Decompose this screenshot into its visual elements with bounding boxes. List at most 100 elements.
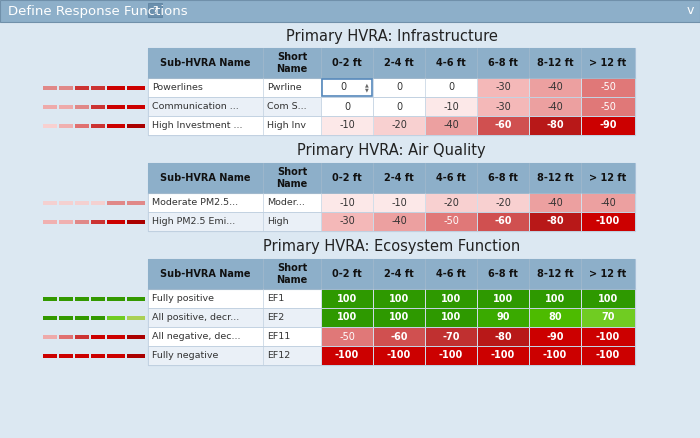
Bar: [529, 194, 580, 212]
Bar: [582, 308, 634, 326]
Text: High Inv: High Inv: [267, 121, 306, 130]
Text: 0: 0: [396, 82, 402, 92]
Text: 4-6 ft: 4-6 ft: [436, 173, 466, 183]
Bar: [426, 78, 477, 96]
Bar: [477, 117, 528, 134]
Text: 100: 100: [598, 293, 618, 304]
Text: -50: -50: [600, 102, 616, 112]
Text: -10: -10: [339, 198, 355, 208]
Bar: [43, 124, 57, 127]
Bar: [426, 117, 477, 134]
Text: Fully positive: Fully positive: [152, 294, 214, 303]
Text: 2-4 ft: 2-4 ft: [384, 58, 414, 68]
Bar: [529, 212, 580, 230]
Bar: [91, 297, 105, 300]
Text: > 12 ft: > 12 ft: [589, 173, 626, 183]
Bar: [75, 85, 89, 89]
Text: -90: -90: [599, 120, 617, 131]
Bar: [91, 105, 105, 109]
Bar: [43, 353, 57, 357]
Text: ▼: ▼: [365, 88, 369, 92]
Text: -30: -30: [339, 216, 355, 226]
Bar: [148, 48, 635, 135]
Text: ?: ?: [153, 6, 158, 16]
Text: 70: 70: [601, 312, 615, 322]
Bar: [321, 117, 372, 134]
Bar: [426, 212, 477, 230]
Bar: [59, 85, 73, 89]
Text: -60: -60: [391, 332, 407, 342]
Text: 8-12 ft: 8-12 ft: [537, 173, 573, 183]
Text: 4-6 ft: 4-6 ft: [436, 269, 466, 279]
Bar: [127, 105, 145, 109]
Bar: [91, 219, 105, 223]
Text: 0-2 ft: 0-2 ft: [332, 58, 362, 68]
Bar: [321, 328, 372, 346]
Bar: [91, 315, 105, 319]
Text: 6-8 ft: 6-8 ft: [488, 269, 518, 279]
Bar: [529, 328, 580, 346]
Text: -50: -50: [339, 332, 355, 342]
Bar: [75, 353, 89, 357]
Text: -100: -100: [543, 350, 567, 360]
Text: -100: -100: [596, 332, 620, 342]
Text: -20: -20: [495, 198, 511, 208]
Text: High PM2.5 Emi...: High PM2.5 Emi...: [152, 217, 235, 226]
Text: Primary HVRA: Infrastructure: Primary HVRA: Infrastructure: [286, 28, 498, 43]
Bar: [127, 85, 145, 89]
Text: Sub-HVRA Name: Sub-HVRA Name: [160, 58, 251, 68]
Bar: [374, 194, 424, 212]
Bar: [477, 346, 528, 364]
Bar: [0, 0, 700, 22]
Bar: [75, 219, 89, 223]
Bar: [426, 308, 477, 326]
Text: Fully negative: Fully negative: [152, 351, 218, 360]
Text: 0: 0: [396, 102, 402, 112]
Bar: [75, 335, 89, 339]
Text: 100: 100: [493, 293, 513, 304]
Bar: [75, 105, 89, 109]
Bar: [75, 315, 89, 319]
Bar: [127, 353, 145, 357]
Text: 2-4 ft: 2-4 ft: [384, 269, 414, 279]
Bar: [148, 3, 162, 17]
Bar: [107, 315, 125, 319]
Text: v: v: [686, 4, 694, 18]
Text: 100: 100: [389, 312, 409, 322]
Bar: [321, 194, 372, 212]
Bar: [426, 328, 477, 346]
Bar: [582, 194, 634, 212]
Bar: [529, 117, 580, 134]
Bar: [321, 308, 372, 326]
Bar: [107, 124, 125, 127]
Bar: [59, 105, 73, 109]
Text: -70: -70: [442, 332, 460, 342]
Bar: [107, 353, 125, 357]
Text: -100: -100: [387, 350, 411, 360]
Bar: [127, 315, 145, 319]
Bar: [43, 335, 57, 339]
Bar: [374, 346, 424, 364]
Bar: [582, 78, 634, 96]
Bar: [582, 212, 634, 230]
Text: 6-8 ft: 6-8 ft: [488, 173, 518, 183]
Text: High Investment ...: High Investment ...: [152, 121, 242, 130]
Text: EF11: EF11: [267, 332, 290, 341]
Bar: [529, 290, 580, 307]
Text: EF12: EF12: [267, 351, 290, 360]
Text: 8-12 ft: 8-12 ft: [537, 269, 573, 279]
Bar: [148, 346, 635, 365]
Text: -80: -80: [494, 332, 512, 342]
Bar: [477, 194, 528, 212]
Bar: [148, 163, 635, 193]
Bar: [426, 194, 477, 212]
Text: 8-12 ft: 8-12 ft: [537, 58, 573, 68]
Bar: [127, 201, 145, 205]
Text: Com S...: Com S...: [267, 102, 307, 111]
Bar: [321, 212, 372, 230]
Text: Define Response Functions: Define Response Functions: [8, 4, 188, 18]
Bar: [374, 212, 424, 230]
Bar: [91, 85, 105, 89]
Bar: [582, 328, 634, 346]
Bar: [477, 212, 528, 230]
